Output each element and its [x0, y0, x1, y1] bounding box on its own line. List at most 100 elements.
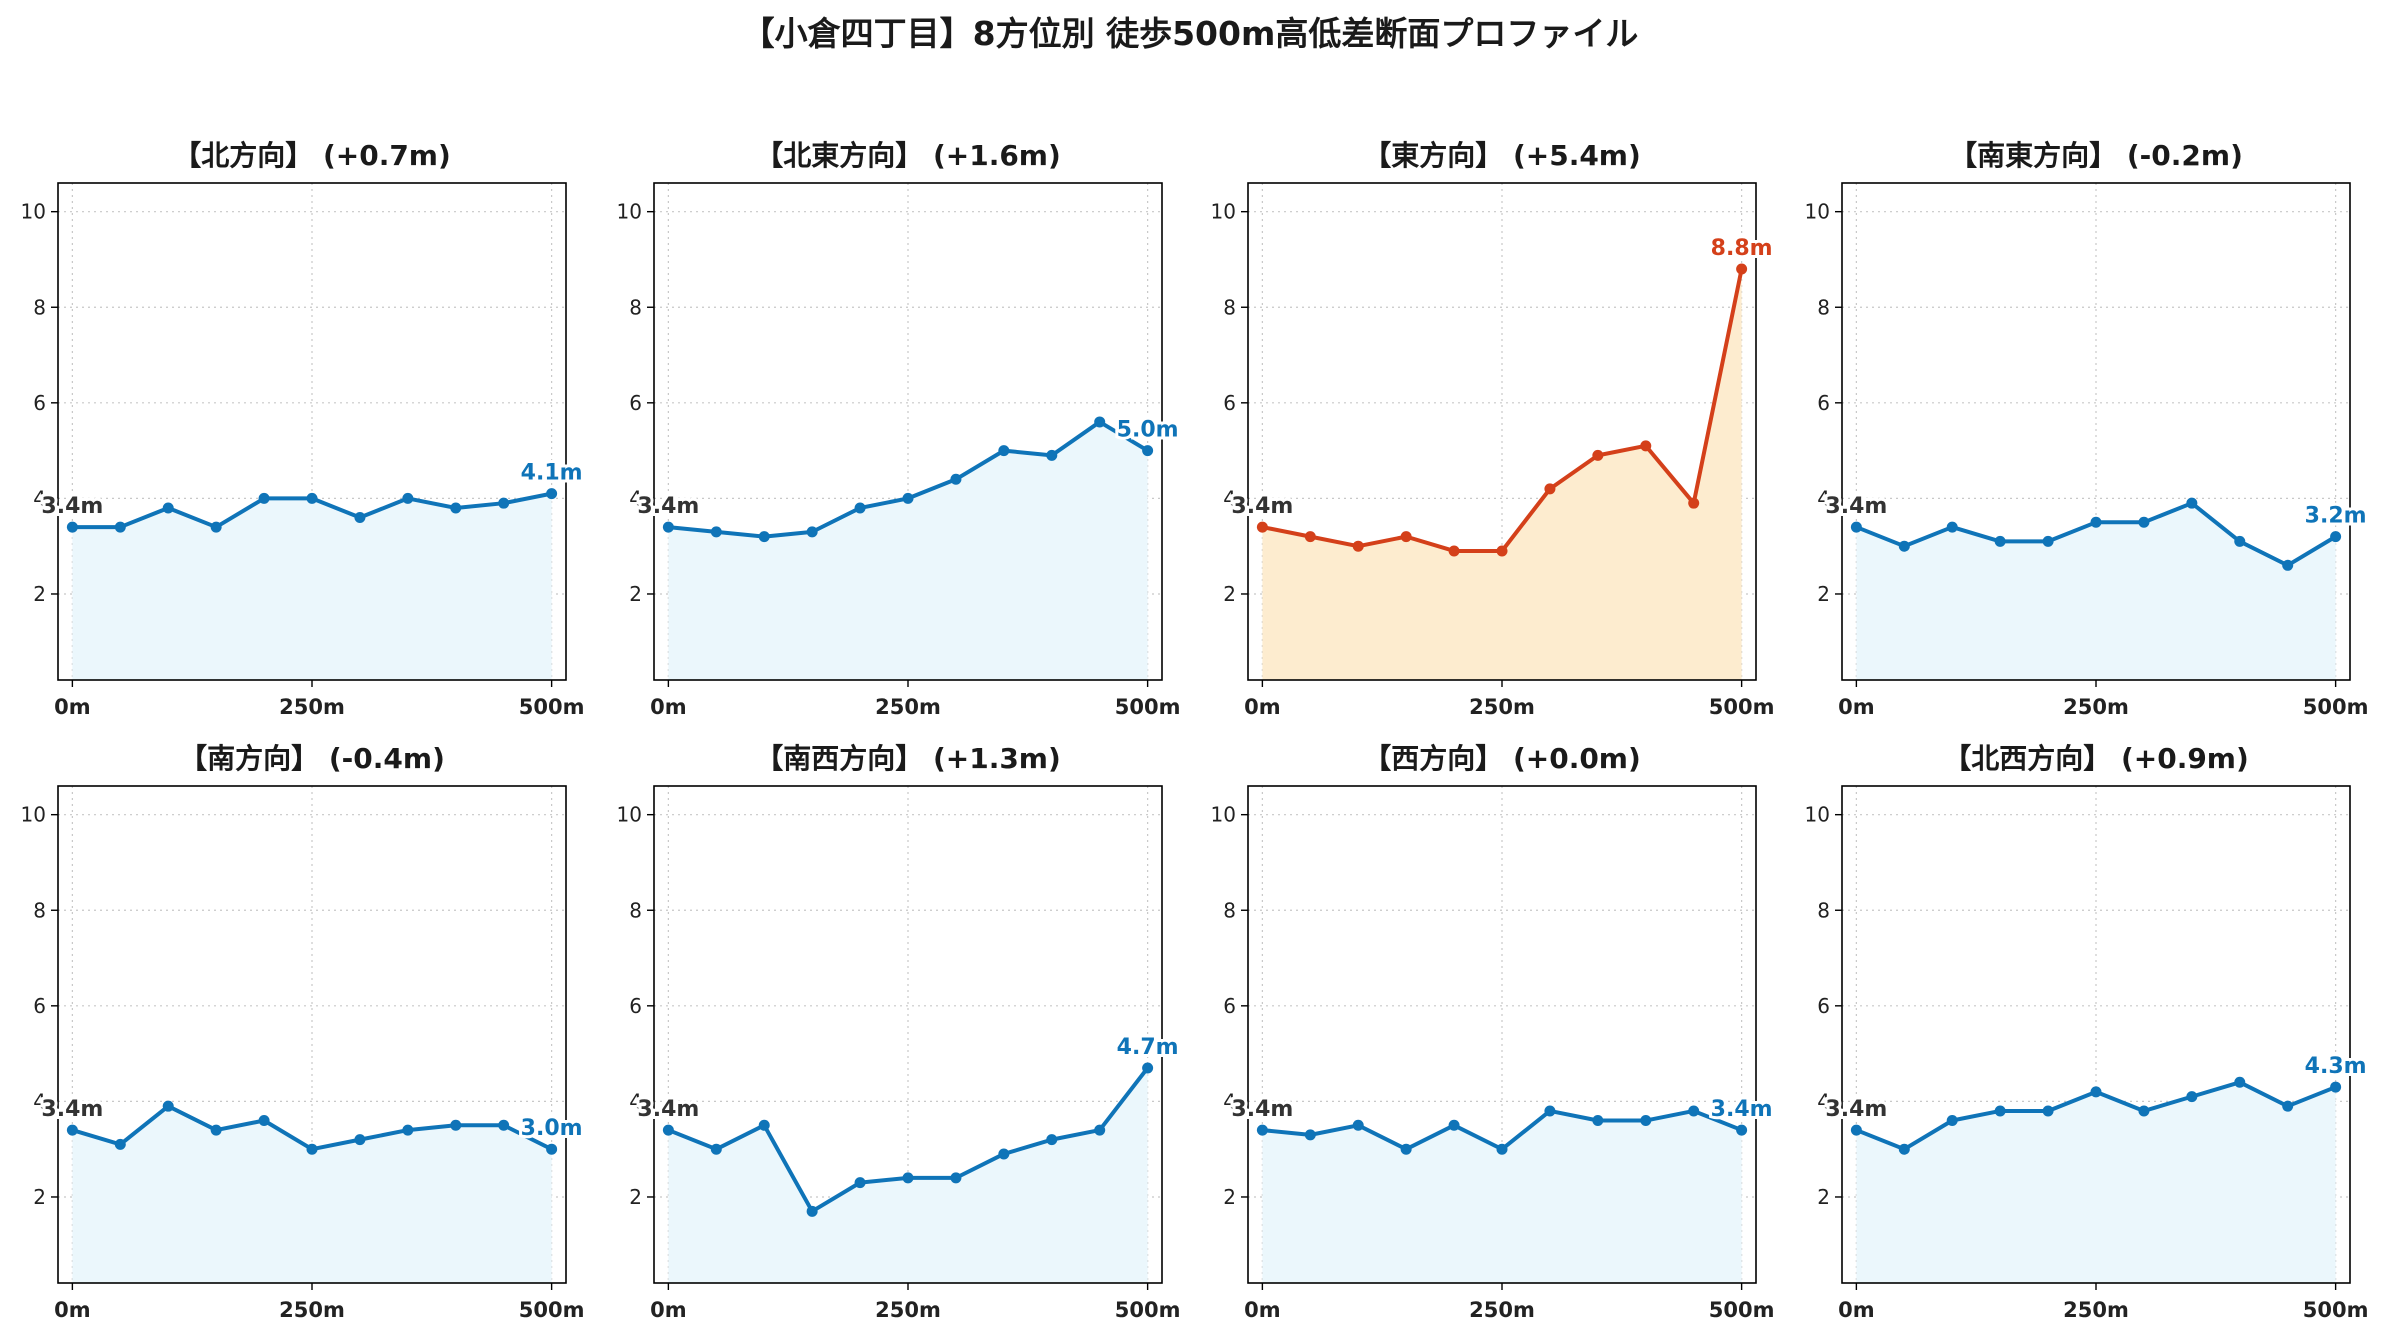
data-point — [1094, 416, 1106, 428]
data-point — [1304, 1129, 1316, 1141]
data-point — [2186, 1091, 2198, 1103]
y-tick-label: 4 — [1817, 486, 1830, 510]
data-point — [1256, 1124, 1268, 1136]
y-tick-label: 10 — [1805, 803, 1830, 827]
data-point — [1994, 535, 2006, 547]
data-point — [950, 473, 962, 485]
x-tick-label: 500m — [1115, 1298, 1181, 1322]
data-point — [854, 502, 866, 514]
data-point — [662, 1124, 674, 1136]
data-point — [1592, 449, 1604, 461]
start-value-label: 3.4m — [637, 494, 699, 519]
data-point — [354, 512, 366, 524]
data-point — [1400, 1143, 1412, 1155]
data-point — [710, 1143, 722, 1155]
y-tick-label: 4 — [1223, 1089, 1236, 1113]
end-value-label: 4.7m — [1117, 1035, 1179, 1060]
x-tick-label: 250m — [2063, 1298, 2129, 1322]
end-value-label: 3.0m — [521, 1116, 583, 1141]
x-tick-label: 0m — [1244, 1298, 1281, 1322]
panel-4: 【南方向】 (-0.4m) 2 4 6 8 10 0m 250m 500m 3.4m 3.0m — [21, 742, 586, 1322]
y-tick-label: 2 — [629, 1185, 642, 1209]
y-tick-label: 10 — [1805, 200, 1830, 224]
end-value-label: 8.8m — [1711, 236, 1773, 261]
data-point — [1898, 540, 1910, 552]
data-point — [1304, 531, 1316, 543]
y-tick-label: 8 — [1817, 295, 1830, 319]
data-point — [1544, 1105, 1556, 1117]
data-point — [1352, 1119, 1364, 1131]
panel-3: 【南東方向】 (-0.2m) 2 4 6 8 10 0m 250m 500m 3.4m 3.2m — [1805, 139, 2370, 719]
y-tick-label: 10 — [21, 200, 46, 224]
data-point — [1994, 1105, 2006, 1117]
data-point — [2138, 1105, 2150, 1117]
y-tick-label: 8 — [1817, 898, 1830, 922]
area-fill — [668, 1067, 1148, 1283]
data-point — [162, 502, 174, 514]
x-tick-label: 0m — [650, 695, 687, 719]
panel-title: 【東方向】 (+5.4m) — [1363, 139, 1641, 172]
data-point — [2330, 531, 2342, 543]
y-tick-label: 2 — [629, 582, 642, 606]
panels: 【北方向】 (+0.7m) 2 4 6 8 10 0m 250m 500m 3.4m 4.1m 【北東… — [21, 139, 2370, 1322]
data-point — [498, 497, 510, 509]
figure-title: 【小倉四丁目】8方位別 徒歩500m高低差断面プロファイル — [742, 14, 1639, 53]
data-point — [758, 531, 770, 543]
y-tick-label: 4 — [629, 1089, 642, 1113]
end-value-label: 5.0m — [1117, 418, 1179, 443]
data-point — [1640, 1115, 1652, 1127]
x-tick-label: 0m — [1838, 695, 1875, 719]
y-tick-label: 6 — [33, 994, 46, 1018]
data-point — [998, 445, 1010, 457]
y-tick-label: 8 — [1223, 295, 1236, 319]
y-tick-label: 8 — [629, 295, 642, 319]
data-point — [950, 1172, 962, 1184]
panel-1: 【北東方向】 (+1.6m) 2 4 6 8 10 0m 250m 500m 3.4m 5.0m — [617, 139, 1182, 719]
panel-title: 【西方向】 (+0.0m) — [1363, 742, 1641, 775]
panel-2: 【東方向】 (+5.4m) 2 4 6 8 10 0m 250m 500m 3.4m 8.8m — [1211, 139, 1776, 719]
x-tick-label: 500m — [2303, 1298, 2369, 1322]
data-point — [1946, 521, 1958, 533]
data-point — [114, 521, 126, 533]
data-point — [1850, 521, 1862, 533]
data-point — [1448, 1119, 1460, 1131]
x-tick-label: 250m — [1469, 695, 1535, 719]
x-tick-label: 0m — [54, 1298, 91, 1322]
panel-title: 【北東方向】 (+1.6m) — [755, 139, 1061, 172]
area-fill — [72, 493, 552, 680]
panel-title: 【南西方向】 (+1.3m) — [755, 742, 1061, 775]
y-tick-label: 4 — [33, 1089, 46, 1113]
data-point — [1496, 1143, 1508, 1155]
x-tick-label: 0m — [1244, 695, 1281, 719]
data-point — [546, 1143, 558, 1155]
panel-5: 【南西方向】 (+1.3m) 2 4 6 8 10 0m 250m 500m 3.4m 4.7m — [617, 742, 1182, 1322]
start-value-label: 3.4m — [1825, 1097, 1887, 1122]
data-point — [450, 1119, 462, 1131]
end-value-label: 3.4m — [1711, 1097, 1773, 1122]
start-value-label: 3.4m — [637, 1097, 699, 1122]
start-value-label: 3.4m — [41, 494, 103, 519]
data-point — [1736, 263, 1748, 275]
data-point — [210, 521, 222, 533]
data-point — [1850, 1124, 1862, 1136]
y-tick-label: 4 — [1817, 1089, 1830, 1113]
data-point — [1400, 531, 1412, 543]
data-point — [2090, 516, 2102, 528]
data-point — [1046, 1134, 1058, 1146]
data-point — [306, 1143, 318, 1155]
data-point — [354, 1134, 366, 1146]
data-point — [2138, 516, 2150, 528]
data-point — [1256, 521, 1268, 533]
start-value-label: 3.4m — [1825, 494, 1887, 519]
y-tick-label: 10 — [1211, 200, 1236, 224]
y-tick-label: 10 — [21, 803, 46, 827]
end-value-label: 4.3m — [2305, 1054, 2367, 1079]
x-tick-label: 250m — [279, 1298, 345, 1322]
data-point — [710, 526, 722, 538]
data-point — [806, 526, 818, 538]
data-point — [2186, 497, 2198, 509]
data-point — [2234, 1076, 2246, 1088]
data-point — [162, 1100, 174, 1112]
data-point — [1592, 1115, 1604, 1127]
